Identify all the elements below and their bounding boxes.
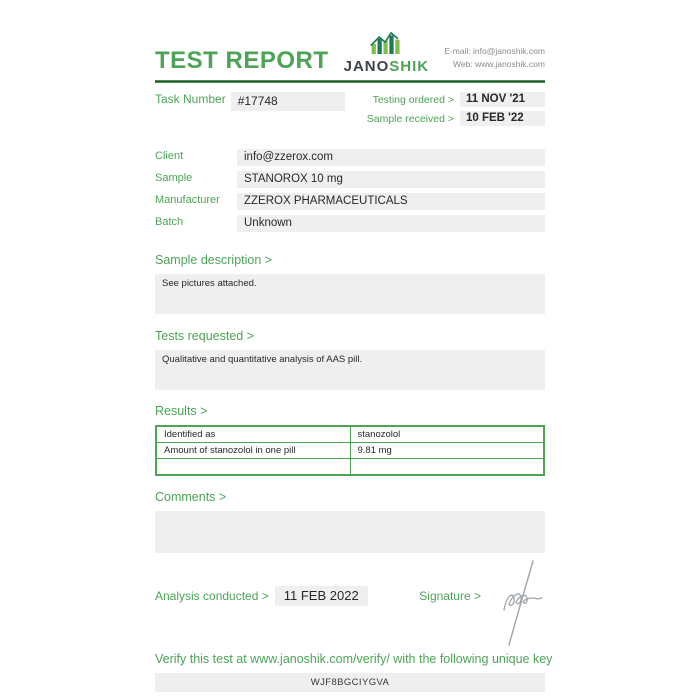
- result-amount-label: Amount of stanozolol in one pill: [155, 442, 351, 459]
- verify-key-value: WJF8BGCIYGVA: [310, 676, 390, 688]
- analysis-signature-row: Analysis conducted > 11 FEB 2022 Signatu…: [155, 559, 545, 646]
- task-block: Task Number #17748 Testing ordered > 11 …: [155, 92, 545, 126]
- contact-email: E-mail: info@janoshik.com: [444, 45, 545, 56]
- table-row: [155, 458, 545, 475]
- manufacturer-value: ZZEROX PHARMACEUTICALS: [237, 193, 545, 210]
- info-row-batch: Batch Unknown: [155, 215, 545, 232]
- info-row-manufacturer: Manufacturer ZZEROX PHARMACEUTICALS: [155, 193, 545, 210]
- logo-wordmark: JANOSHIK: [344, 59, 430, 74]
- sample-description-heading: Sample description >: [155, 253, 273, 267]
- tests-requested-heading: Tests requested >: [155, 329, 255, 343]
- analysis-date-value: 11 FEB 2022: [274, 585, 368, 606]
- info-row-client: Client info@zzerox.com: [155, 149, 545, 166]
- manufacturer-label: Manufacturer: [155, 194, 220, 206]
- analysis-conducted-label: Analysis conducted >: [155, 588, 269, 603]
- comments-heading: Comments >: [155, 489, 227, 504]
- test-report-document: TEST REPORT JANOSHIK E-mail: info@janosh…: [155, 0, 553, 692]
- contact-web: Web: www.janoshik.com: [453, 58, 545, 69]
- verify-instruction: Verify this test at www.janoshik.com/ver…: [155, 651, 553, 666]
- sample-description-box: See pictures attached.: [155, 274, 545, 314]
- results-table: Identified as stanozolol Amount of stano…: [155, 425, 545, 476]
- signature-label: Signature >: [419, 588, 481, 603]
- tests-requested-box: Qualitative and quantitative analysis of…: [155, 350, 545, 390]
- batch-value: Unknown: [237, 215, 545, 232]
- testing-ordered-label: Testing ordered >: [372, 93, 454, 106]
- comments-box: [155, 510, 545, 553]
- result-empty-value: [349, 458, 545, 475]
- result-amount-value: 9.81 mg: [349, 442, 545, 459]
- dates-block: Testing ordered > 11 NOV '21 Sample rece…: [367, 92, 545, 126]
- sample-value: STANOROX 10 mg: [237, 171, 545, 188]
- task-number-label: Task Number: [155, 92, 226, 106]
- header-divider: [155, 80, 545, 83]
- info-row-sample: Sample STANOROX 10 mg: [155, 171, 545, 188]
- result-empty-label: [155, 458, 351, 475]
- testing-ordered-value: 11 NOV '21: [460, 92, 545, 107]
- logo-wordmark-jano: JANO: [343, 58, 390, 75]
- sample-info-block: Client info@zzerox.com Sample STANOROX 1…: [155, 149, 545, 232]
- batch-label: Batch: [155, 216, 184, 228]
- result-identified-label: Identified as: [155, 425, 351, 443]
- result-identified-value: stanozolol: [349, 425, 545, 443]
- sample-received-value: 10 FEB '22: [460, 111, 545, 126]
- report-header: TEST REPORT JANOSHIK E-mail: info@janosh…: [155, 27, 545, 75]
- logo-bars-icon: [367, 31, 405, 58]
- task-number-value: #17748: [230, 92, 345, 111]
- verify-key-bar: WJF8BGCIYGVA: [155, 672, 545, 692]
- contact-info: E-mail: info@janoshik.com Web: www.janos…: [444, 45, 545, 75]
- table-row: Identified as stanozolol: [155, 425, 545, 443]
- client-value: info@zzerox.com: [237, 149, 545, 166]
- sample-label: Sample: [155, 172, 193, 184]
- client-label: Client: [155, 150, 184, 162]
- task-number-row: Task Number #17748: [155, 92, 345, 126]
- sample-received-label: Sample received >: [366, 112, 454, 125]
- table-row: Amount of stanozolol in one pill 9.81 mg: [155, 442, 545, 459]
- results-heading: Results >: [155, 404, 208, 418]
- signature-image: [491, 559, 547, 651]
- logo-wordmark-shik: SHIK: [389, 58, 430, 75]
- janoshik-logo: JANOSHIK: [344, 31, 430, 75]
- page-title: TEST REPORT: [155, 47, 329, 74]
